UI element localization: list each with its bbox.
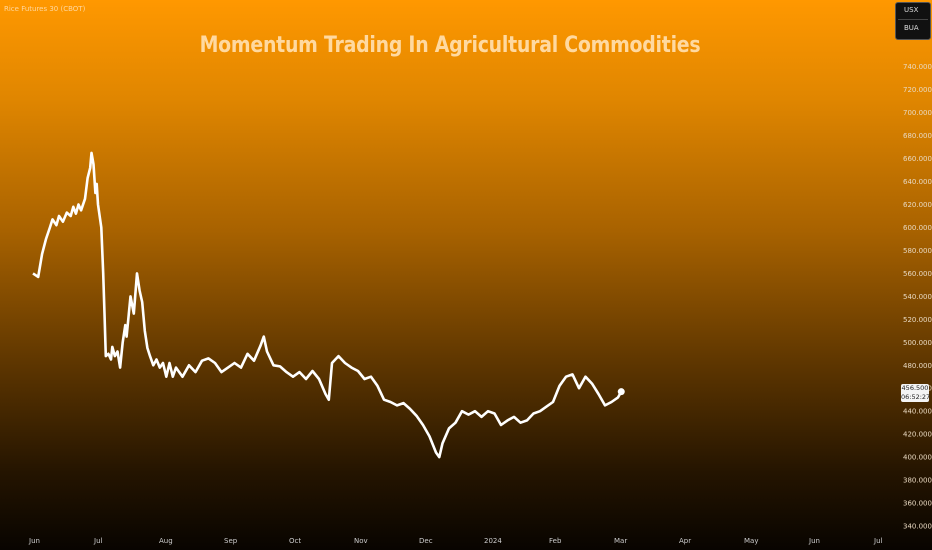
x-tick-label: Nov <box>354 537 368 545</box>
y-tick-label: 600.000 <box>903 224 932 232</box>
y-tick-label: 740.000 <box>903 63 932 71</box>
x-tick-label: Oct <box>289 537 301 545</box>
price-series-line <box>32 151 623 459</box>
y-tick-label: 360.000 <box>903 500 932 508</box>
y-tick-label: 680.000 <box>903 132 932 140</box>
x-tick-label: Jun <box>808 537 820 545</box>
y-tick-label: 560.000 <box>903 270 932 278</box>
y-tick-label: 380.000 <box>903 477 932 485</box>
x-tick-label: Dec <box>419 537 433 545</box>
x-tick-label: Aug <box>159 537 173 545</box>
last-price-tag: 456.500 06:52:27 <box>901 384 931 402</box>
x-tick-label: May <box>744 537 758 545</box>
y-tick-label: 720.000 <box>903 86 932 94</box>
y-tick-label: 700.000 <box>903 109 932 117</box>
symbol-label: Rice Futures 30 (CBOT) <box>4 5 86 13</box>
y-tick-label: 640.000 <box>903 178 932 186</box>
y-tick-label: 500.000 <box>903 339 932 347</box>
x-tick-label: Jul <box>873 537 883 545</box>
x-tick-label: Jun <box>28 537 40 545</box>
y-tick-label: 520.000 <box>903 316 932 324</box>
y-tick-label: 400.000 <box>903 454 932 462</box>
unit-label: BUA <box>904 24 919 32</box>
y-tick-label: 440.000 <box>903 408 932 416</box>
x-tick-label: 2024 <box>484 537 502 545</box>
x-tick-label: Apr <box>679 537 691 545</box>
countdown-timer: 06:52:27 <box>901 393 931 401</box>
last-price-dot <box>617 388 625 396</box>
y-tick-label: 580.000 <box>903 247 932 255</box>
currency-unit-box[interactable]: USX BUA <box>895 2 931 40</box>
y-tick-label: 480.000 <box>903 362 932 370</box>
y-tick-label: 540.000 <box>903 293 932 301</box>
last-price-value: 456.500 <box>901 384 929 392</box>
y-tick-label: 340.000 <box>903 523 932 531</box>
x-tick-label: Sep <box>224 537 238 545</box>
y-tick-label: 620.000 <box>903 201 932 209</box>
y-tick-label: 660.000 <box>903 155 932 163</box>
chart-title: Momentum Trading In Agricultural Commodi… <box>199 33 701 58</box>
x-tick-label: Feb <box>549 537 562 545</box>
unit-divider <box>898 19 928 20</box>
currency-label: USX <box>904 6 919 14</box>
y-tick-label: 420.000 <box>903 431 932 439</box>
x-tick-label: Mar <box>614 537 627 545</box>
x-tick-label: Jul <box>93 537 103 545</box>
